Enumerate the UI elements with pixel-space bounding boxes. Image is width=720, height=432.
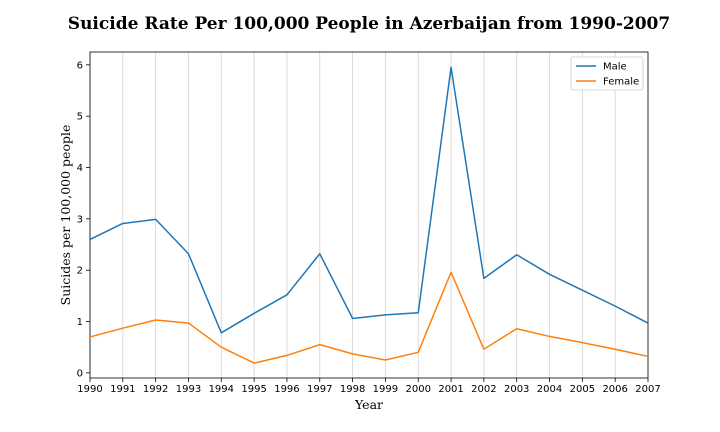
series-line-female: [89, 271, 649, 364]
x-tick-label: 1991: [110, 384, 135, 395]
x-tick-label: 2003: [504, 384, 529, 395]
y-tick-label: 1: [77, 317, 83, 328]
y-axis-label: Suicides per 100,000 people: [58, 125, 73, 306]
x-tick-label: 2000: [406, 384, 431, 395]
x-tick-label: 2007: [635, 384, 660, 395]
legend-label-male: Male: [603, 62, 627, 73]
y-tick-label: 2: [77, 266, 83, 277]
x-tick-label: 1996: [274, 384, 299, 395]
x-tick-label: 2004: [537, 384, 562, 395]
legend-label-female: Female: [603, 77, 639, 88]
x-tick-label: 1997: [307, 384, 332, 395]
x-tick-label: 2002: [471, 384, 496, 395]
x-tick-label: 1990: [77, 384, 102, 395]
x-tick-label: 1992: [143, 384, 168, 395]
plot-frame: [89, 51, 649, 379]
x-tick-label: 1993: [176, 384, 201, 395]
x-tick-label: 2005: [570, 384, 595, 395]
x-axis-label: Year: [354, 397, 383, 412]
y-tick-label: 5: [77, 112, 83, 123]
y-tick-label: 0: [77, 368, 83, 379]
x-tick-label: 2001: [438, 384, 463, 395]
x-tick-label: 1994: [209, 384, 234, 395]
series-line-male: [89, 66, 649, 334]
x-tick-label: 2006: [602, 384, 627, 395]
x-tick-label: 1995: [241, 384, 266, 395]
x-tick-label: 1999: [373, 384, 398, 395]
x-tick-label: 1998: [340, 384, 365, 395]
y-tick-label: 4: [77, 163, 83, 174]
y-tick-label: 3: [77, 214, 83, 225]
chart-title: Suicide Rate Per 100,000 People in Azerb…: [67, 14, 671, 34]
y-tick-label: 6: [77, 60, 83, 71]
